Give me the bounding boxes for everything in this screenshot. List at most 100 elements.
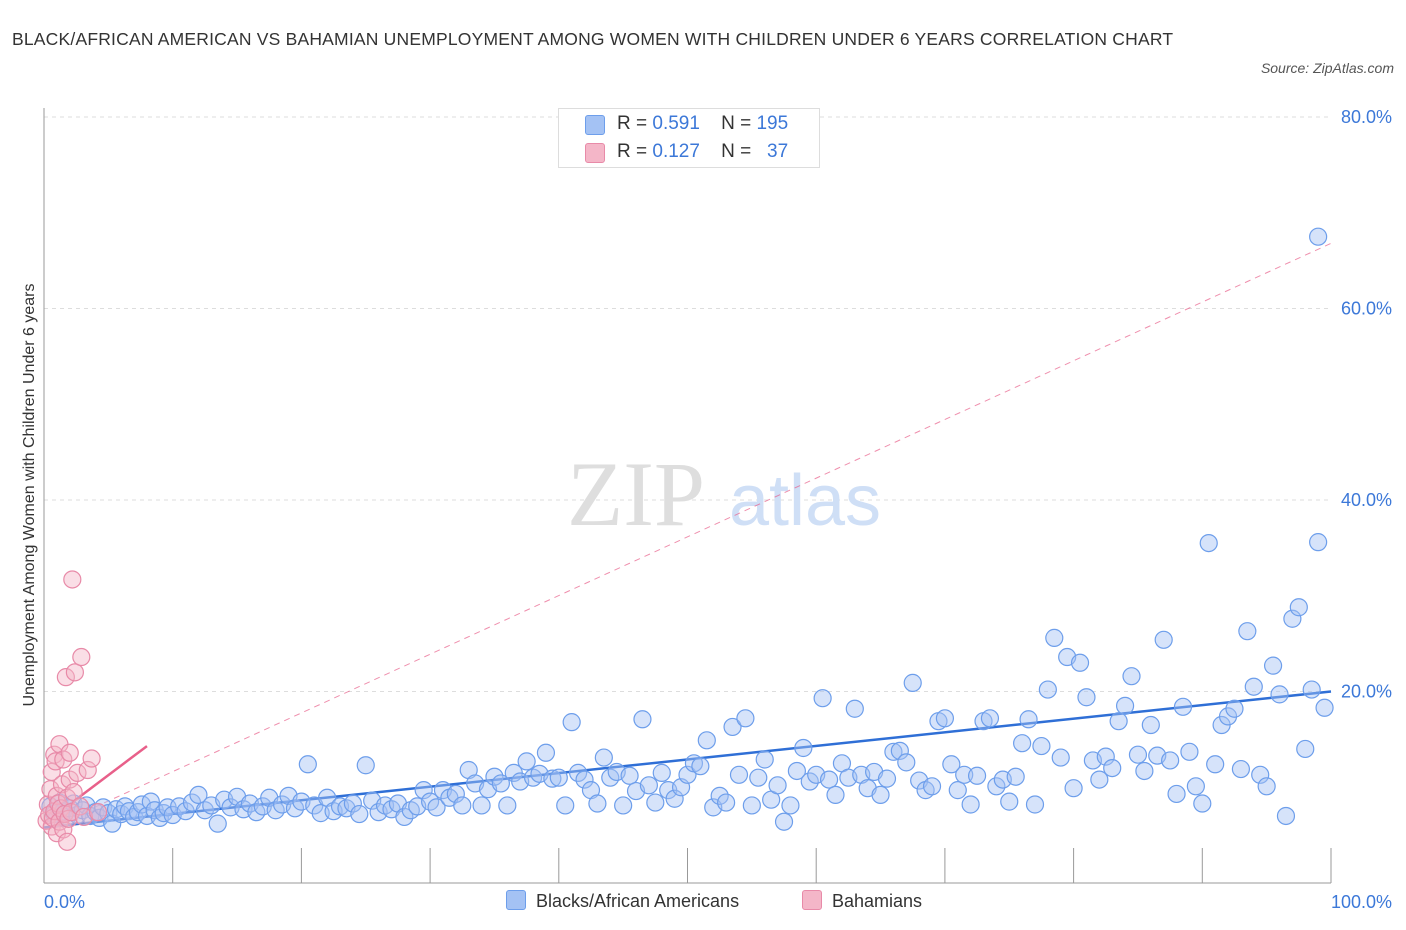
blacks-data-point xyxy=(1244,677,1263,696)
blacks-data-point xyxy=(1032,736,1051,756)
blacks-data-point xyxy=(980,709,1000,728)
n-value: 195 xyxy=(756,113,789,134)
blacks-data-point xyxy=(543,769,562,788)
r-label: R = xyxy=(617,113,648,134)
legend-item-blacks[interactable]: Blacks/African Americans xyxy=(506,890,739,912)
blacks-data-point xyxy=(1302,680,1321,699)
r-value: 0.591 xyxy=(652,113,700,134)
bahamians-data-point xyxy=(45,745,64,764)
blacks-data-point xyxy=(1173,697,1193,716)
y-tick-label: 40.0% xyxy=(1341,490,1392,510)
bahamians-data-point xyxy=(63,570,82,589)
blacks-data-point xyxy=(446,784,465,804)
blacks-data-point xyxy=(614,796,633,815)
blacks-data-point xyxy=(890,741,909,760)
y-tick-label: 20.0% xyxy=(1341,682,1392,702)
blacks-data-point xyxy=(877,769,897,788)
blacks-data-point xyxy=(961,795,980,814)
blacks-data-point xyxy=(1122,667,1141,686)
bahamians-data-point xyxy=(42,762,61,782)
blacks-data-point xyxy=(1276,806,1296,826)
blacks-data-point xyxy=(356,756,375,775)
blacks-data-point xyxy=(1199,533,1218,553)
blacks-data-point xyxy=(1283,609,1302,628)
blacks-data-point xyxy=(569,763,588,782)
blacks-data-point xyxy=(1315,698,1334,717)
blacks-data-point xyxy=(1231,759,1251,779)
bahamians-data-point xyxy=(56,668,75,687)
blacks-data-point xyxy=(498,796,517,815)
legend-label: Blacks/African Americans xyxy=(536,891,740,911)
gridlines xyxy=(44,116,1331,692)
blacks-data-point xyxy=(1296,739,1315,759)
blacks-data-point xyxy=(1038,680,1057,699)
blacks-data-point xyxy=(1141,715,1160,735)
blacks-data-point xyxy=(350,804,369,824)
bahamians-data-point xyxy=(49,794,68,813)
blacks-data-point xyxy=(298,755,317,774)
blacks-data-point xyxy=(1096,747,1115,766)
blacks-data-point xyxy=(1289,598,1308,617)
blacks-data-point xyxy=(755,750,774,769)
y-tick-label: 80.0% xyxy=(1341,107,1392,127)
data-points xyxy=(37,227,1334,851)
blacks-data-point xyxy=(485,767,504,786)
blacks-data-point xyxy=(620,766,639,785)
bahamians-data-point xyxy=(72,647,91,667)
n-value: 37 xyxy=(767,141,789,162)
blacks-data-point xyxy=(897,753,916,772)
blacks-data-point xyxy=(678,765,697,784)
blacks-data-point xyxy=(343,794,362,813)
bahamians-data-point xyxy=(82,749,101,768)
blacks-data-point xyxy=(285,799,305,818)
blacks-data-point xyxy=(729,765,749,784)
bahamians-data-point xyxy=(88,803,108,822)
source-label: Source: ZipAtlas.com xyxy=(1260,60,1394,76)
trend-lines xyxy=(43,242,1332,831)
blacks-data-point xyxy=(594,748,613,767)
blacks-data-point xyxy=(967,766,987,785)
blacks-data-point xyxy=(1070,653,1090,672)
bahamians-data-point xyxy=(60,743,79,762)
blacks-data-point xyxy=(819,770,839,789)
blacks-data-point xyxy=(1128,745,1148,764)
chart-title: BLACK/AFRICAN AMERICAN VS BAHAMIAN UNEMP… xyxy=(12,29,1174,49)
blacks-data-point xyxy=(536,743,556,762)
blacks-data-point xyxy=(633,710,652,729)
blacks-data-point xyxy=(787,761,806,781)
blacks-data-point xyxy=(697,731,716,750)
blacks-data-point xyxy=(1051,748,1070,767)
blacks-data-point xyxy=(1193,794,1212,813)
blacks-data-point xyxy=(691,757,710,776)
blacks-data-point xyxy=(1309,227,1328,246)
blacks-data-point xyxy=(1045,628,1064,647)
blacks-data-point xyxy=(1251,765,1270,784)
blacks-data-point xyxy=(1064,779,1083,798)
blacks-data-point xyxy=(774,812,794,831)
blue-swatch xyxy=(585,115,605,135)
blacks-data-point xyxy=(665,789,684,808)
blacks-data-point xyxy=(588,794,607,813)
blacks-data-point xyxy=(742,796,761,815)
blacks-data-point xyxy=(1109,712,1128,731)
bahamians-data-point xyxy=(54,750,73,769)
blacks-data-point xyxy=(884,742,903,761)
legend-item-bahamians[interactable]: Bahamians xyxy=(802,890,922,912)
bahamians-trend-extended xyxy=(43,242,1332,831)
blacks-data-point xyxy=(1225,699,1244,718)
blacks-data-point xyxy=(717,793,736,812)
blacks-data-point xyxy=(749,768,768,787)
blacks-data-point xyxy=(453,796,472,815)
blacks-data-point xyxy=(208,814,227,833)
n-label: N = xyxy=(721,141,752,162)
y-tick-label: 60.0% xyxy=(1341,299,1392,319)
blacks-data-point xyxy=(1309,533,1328,552)
n-label: N = xyxy=(721,113,752,134)
watermark-atlas: atlas xyxy=(729,461,881,541)
blacks-data-point xyxy=(987,777,1006,796)
x-tick-label: 100.0% xyxy=(1331,892,1392,912)
bahamians-data-point xyxy=(74,807,93,827)
blacks-data-point xyxy=(800,772,819,791)
blacks-data-point xyxy=(1167,784,1186,804)
bahamians-data-point xyxy=(70,797,90,816)
